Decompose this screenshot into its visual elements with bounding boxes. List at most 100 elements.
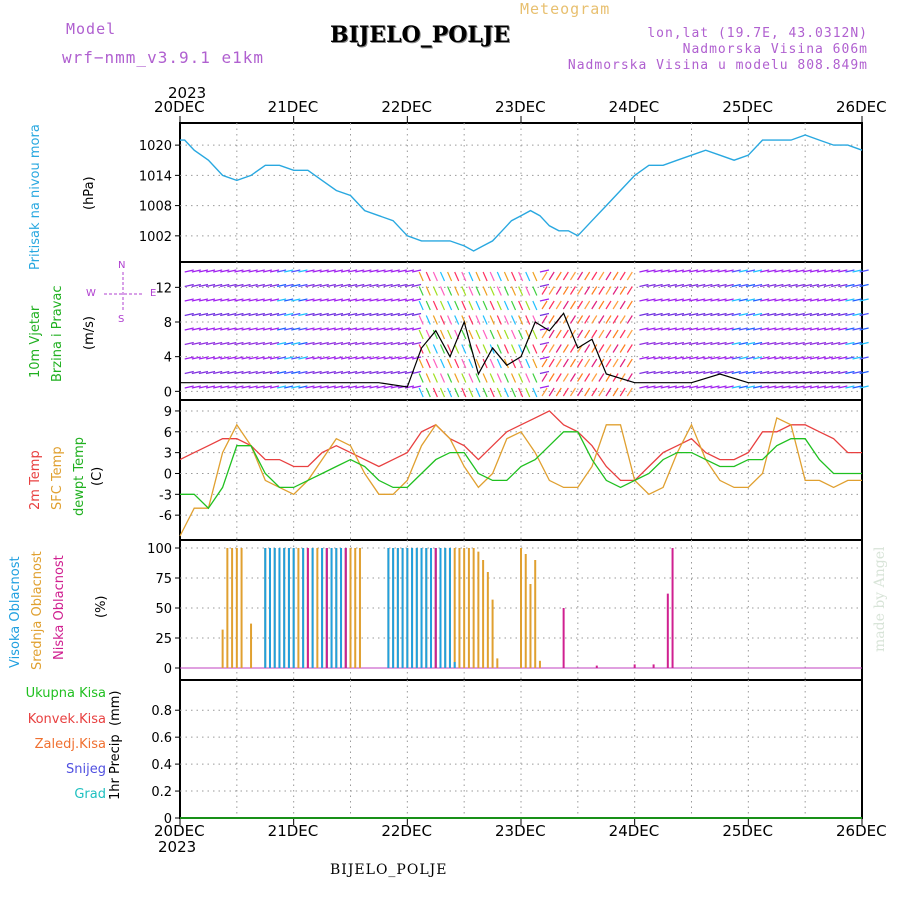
- wind-barb: [525, 387, 531, 398]
- wind-barb: [439, 286, 446, 296]
- wind-barb: [482, 329, 488, 340]
- compass-n: N: [118, 260, 126, 271]
- wind-barb: [619, 358, 626, 368]
- wind-barb: [489, 286, 495, 296]
- wind-barb: [667, 312, 677, 317]
- wind-barb: [710, 385, 720, 389]
- wind-barb: [234, 341, 244, 346]
- wind-barb: [362, 283, 372, 288]
- wind-barb: [390, 298, 400, 302]
- legend-konvek-kisa: Konvek.Kisa: [27, 712, 106, 727]
- wind-barb: [612, 300, 619, 310]
- wind-barb: [298, 341, 308, 346]
- wind-barb: [703, 356, 713, 360]
- wind-barb: [355, 385, 365, 389]
- wind-barb: [248, 298, 258, 302]
- wind-barb: [198, 298, 209, 302]
- wind-barb: [276, 298, 287, 302]
- wind-barb: [305, 370, 315, 375]
- wind-barb: [340, 312, 351, 317]
- wind-barb: [213, 385, 223, 389]
- wind-barb: [605, 315, 612, 324]
- wind-barb: [823, 269, 834, 273]
- wind-barb: [411, 356, 422, 360]
- wind-barb: [291, 283, 301, 288]
- wind-barb: [213, 298, 223, 302]
- wind-barb: [591, 358, 598, 368]
- wind-barb: [774, 269, 784, 273]
- wind-barb: [518, 300, 524, 311]
- wind-barb: [653, 370, 663, 375]
- wind-barb: [432, 329, 438, 340]
- y-tick-label: 0.6: [151, 731, 172, 746]
- wind-barb: [184, 341, 194, 346]
- y-tick-label: 0.8: [151, 704, 172, 719]
- wind-barb: [532, 300, 538, 311]
- y-tick-label: 50: [155, 602, 172, 617]
- wind-barb: [348, 356, 358, 360]
- wind-barb: [518, 387, 524, 398]
- wind-barb: [681, 341, 692, 346]
- wind-barb: [213, 312, 223, 317]
- wind-barb: [383, 269, 393, 273]
- wind-barb: [326, 356, 336, 360]
- wind-barb: [823, 370, 834, 375]
- wind-barb: [816, 327, 827, 331]
- wind-barb: [305, 385, 315, 389]
- wind-barb: [397, 269, 407, 273]
- wind-barb: [525, 271, 531, 282]
- wind-barb: [541, 315, 548, 324]
- wind-barb: [577, 358, 584, 368]
- wind-barb: [710, 370, 720, 375]
- wind-barb: [276, 327, 287, 331]
- wind-barb: [482, 344, 488, 354]
- wind-barb: [312, 298, 322, 302]
- wind-barb: [717, 269, 727, 273]
- wind-barb: [562, 358, 569, 368]
- wind-barb: [781, 385, 791, 389]
- wind-barb: [788, 298, 798, 302]
- wind-barb: [760, 327, 770, 331]
- wind-barb: [823, 385, 834, 389]
- temp-2m-line: [179, 410, 862, 482]
- bottom-year: 2023: [158, 838, 197, 856]
- wind-barb: [816, 283, 827, 288]
- wind-barb: [447, 286, 453, 296]
- wind-barb: [312, 269, 322, 273]
- wind-barb: [348, 385, 358, 389]
- wind-barb: [432, 344, 438, 354]
- wind-barb: [333, 356, 344, 360]
- wind-barb: [774, 356, 784, 360]
- wind-barb: [802, 283, 812, 288]
- wind-barb: [598, 373, 605, 382]
- wind-barb: [577, 387, 584, 397]
- wind-barb: [489, 300, 495, 311]
- wind-barb: [340, 341, 351, 346]
- wind-barb: [781, 370, 791, 375]
- wind-barb: [852, 298, 862, 302]
- wind-barb: [454, 373, 460, 383]
- wind-barb: [859, 298, 869, 302]
- wind-barb: [852, 356, 862, 360]
- wind-barb: [823, 283, 834, 288]
- wind-barb: [518, 329, 524, 340]
- wind-barb: [348, 283, 358, 288]
- wind-barb: [767, 341, 777, 346]
- wind-barb: [397, 341, 407, 346]
- wind-barb: [482, 358, 488, 369]
- wind-barb: [660, 269, 670, 273]
- wind-barb: [425, 373, 431, 383]
- wind-barb: [305, 298, 315, 302]
- wind-barb: [326, 312, 336, 317]
- wind-barb: [674, 283, 685, 288]
- wind-barb: [774, 327, 784, 331]
- wind-barb: [191, 341, 201, 346]
- wind-barb: [482, 373, 488, 383]
- wind-barb: [369, 269, 379, 273]
- wind-barb: [612, 358, 619, 368]
- wind-barb: [745, 341, 756, 346]
- wind-barb: [626, 271, 633, 281]
- wind-barb: [269, 283, 280, 288]
- wind-barb: [584, 286, 591, 295]
- wind-barb: [612, 387, 619, 397]
